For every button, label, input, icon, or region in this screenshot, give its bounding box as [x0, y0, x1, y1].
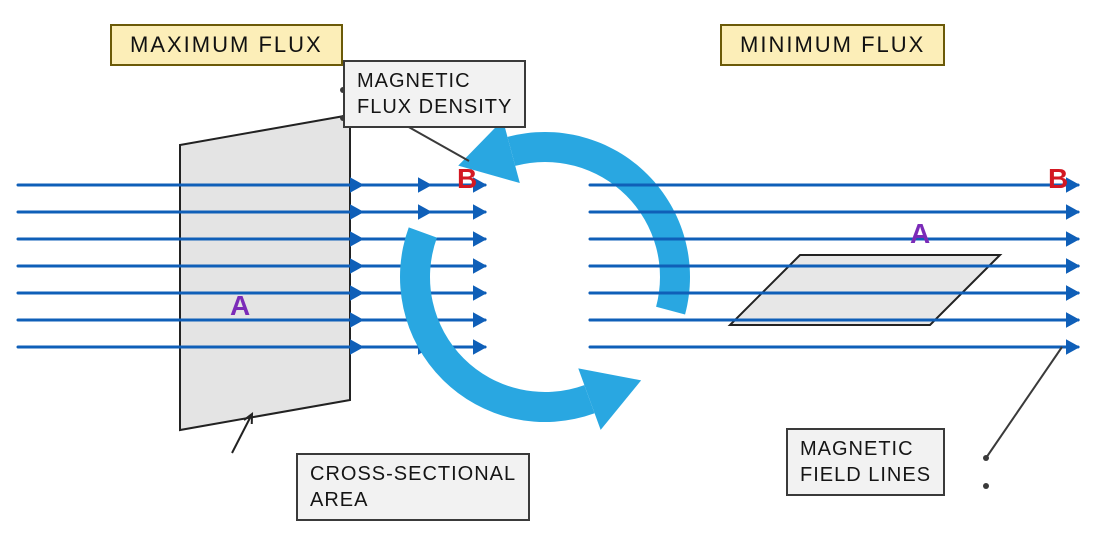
letter-b-left: B	[457, 163, 477, 195]
title-minimum-flux: MINIMUM FLUX	[720, 24, 945, 66]
letter-b-right: B	[1048, 163, 1068, 195]
label-cross-sectional-area: CROSS-SECTIONAL AREA	[296, 453, 530, 521]
label-line: CROSS-SECTIONAL	[310, 463, 516, 485]
label-line: AREA	[310, 489, 368, 511]
letter-a-left: A	[230, 290, 250, 322]
title-maximum-flux: MAXIMUM FLUX	[110, 24, 343, 66]
label-line: MAGNETIC	[800, 438, 914, 460]
label-magnetic-flux-density: MAGNETIC FLUX DENSITY	[343, 60, 526, 128]
label-line: FIELD LINES	[800, 464, 931, 486]
label-line: MAGNETIC	[357, 70, 471, 92]
diagram-stage: MAXIMUM FLUX MINIMUM FLUX MAGNETIC FLUX …	[0, 0, 1100, 557]
label-magnetic-field-lines: MAGNETIC FIELD LINES	[786, 428, 945, 496]
label-line: FLUX DENSITY	[357, 96, 512, 118]
letter-a-right: A	[910, 218, 930, 250]
